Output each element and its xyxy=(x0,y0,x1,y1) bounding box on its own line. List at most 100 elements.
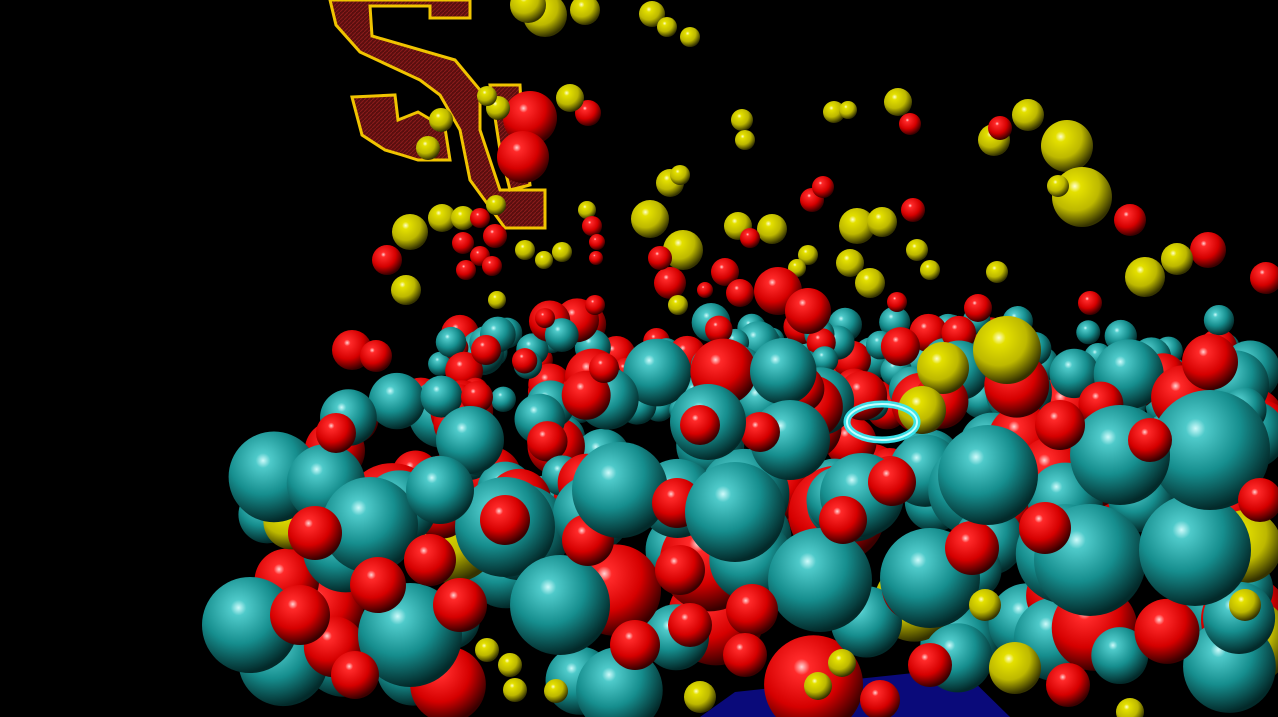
yellow-ball xyxy=(973,316,1041,384)
yellow-ball xyxy=(416,136,440,160)
red-ball xyxy=(589,251,603,265)
red-ball xyxy=(723,633,767,677)
yellow-ball xyxy=(735,130,755,150)
red-ball xyxy=(740,412,780,452)
cyan-ball xyxy=(685,462,785,562)
cyan-ball xyxy=(750,338,817,405)
red-ball xyxy=(868,458,916,506)
yellow-ball xyxy=(657,17,677,37)
cyan-ball xyxy=(1049,348,1099,399)
red-ball xyxy=(908,643,952,687)
cyan-ball xyxy=(1091,627,1149,684)
yellow-ball xyxy=(515,240,535,260)
red-ball xyxy=(860,680,900,717)
yellow-ball xyxy=(1012,99,1044,131)
ball-field xyxy=(202,0,1278,717)
cyan-ball xyxy=(623,338,692,407)
red-ball xyxy=(470,208,490,228)
red-ball xyxy=(483,224,507,248)
yellow-ball xyxy=(828,649,856,677)
yellow-ball xyxy=(1041,120,1093,172)
yellow-ball xyxy=(668,295,688,315)
yellow-ball xyxy=(544,679,568,703)
red-ball xyxy=(1035,400,1085,450)
cyan-ball xyxy=(368,372,426,430)
cyan-ball xyxy=(1139,494,1251,606)
red-ball xyxy=(680,405,720,445)
cyan-ball xyxy=(938,425,1038,525)
yellow-ball xyxy=(989,642,1041,694)
yellow-ball xyxy=(631,200,669,238)
red-ball xyxy=(288,506,342,560)
yellow-ball xyxy=(917,342,969,394)
yellow-ball xyxy=(920,260,940,280)
yellow-ball xyxy=(684,681,716,713)
red-ball xyxy=(316,413,356,453)
yellow-ball xyxy=(1125,257,1165,297)
red-ball xyxy=(589,234,605,250)
red-ball xyxy=(704,315,733,344)
red-ball xyxy=(726,584,778,636)
red-ball xyxy=(350,557,406,613)
yellow-ball xyxy=(839,208,875,244)
red-ball xyxy=(456,260,476,280)
red-ball xyxy=(740,228,760,248)
red-ball xyxy=(1134,598,1200,664)
red-ball xyxy=(461,381,493,413)
yellow-ball xyxy=(731,109,753,131)
yellow-ball xyxy=(392,214,428,250)
yellow-ball xyxy=(757,214,787,244)
red-ball xyxy=(964,294,992,322)
red-ball xyxy=(1046,663,1090,707)
red-ball xyxy=(331,651,379,699)
yellow-ball xyxy=(1161,243,1193,275)
yellow-ball xyxy=(486,195,506,215)
yellow-ball xyxy=(556,84,584,112)
red-ball xyxy=(585,295,605,315)
red-ball xyxy=(812,176,834,198)
red-ball xyxy=(270,585,330,645)
yellow-ball xyxy=(884,88,912,116)
red-ball xyxy=(610,620,660,670)
yellow-ball xyxy=(804,672,832,700)
cyan-ball xyxy=(322,477,418,573)
cyan-ball xyxy=(436,406,504,474)
red-ball xyxy=(711,258,739,286)
cyan-ball xyxy=(1203,305,1235,336)
cyan-ball xyxy=(1150,390,1270,510)
red-ball xyxy=(1238,478,1278,522)
yellow-ball xyxy=(670,165,690,185)
red-ball xyxy=(648,246,672,270)
yellow-ball xyxy=(535,251,553,269)
red-ball xyxy=(452,232,474,254)
red-ball xyxy=(654,267,686,299)
yellow-ball xyxy=(475,638,499,662)
yellow-ball xyxy=(429,108,453,132)
yellow-ball xyxy=(498,653,522,677)
red-ball xyxy=(471,335,501,365)
yellow-ball xyxy=(391,275,421,305)
yellow-ball xyxy=(680,27,700,47)
cyan-ball xyxy=(768,528,872,632)
cyan-ball xyxy=(406,456,474,524)
red-ball xyxy=(503,91,557,145)
red-ball xyxy=(668,603,712,647)
red-ball xyxy=(404,534,456,586)
red-ball xyxy=(482,256,502,276)
yellow-ball xyxy=(663,230,703,270)
yellow-ball xyxy=(477,86,497,106)
red-ball xyxy=(697,282,713,298)
yellow-ball xyxy=(570,0,600,25)
yellow-ball xyxy=(898,386,946,434)
red-ball xyxy=(1078,291,1102,315)
red-ball xyxy=(372,245,402,275)
cyan-ball xyxy=(490,386,516,412)
yellow-ball xyxy=(510,0,546,23)
red-ball xyxy=(360,340,392,372)
red-ball xyxy=(589,353,619,383)
red-ball xyxy=(535,308,555,328)
yellow-ball xyxy=(578,201,596,219)
cyan-ball xyxy=(435,326,467,358)
